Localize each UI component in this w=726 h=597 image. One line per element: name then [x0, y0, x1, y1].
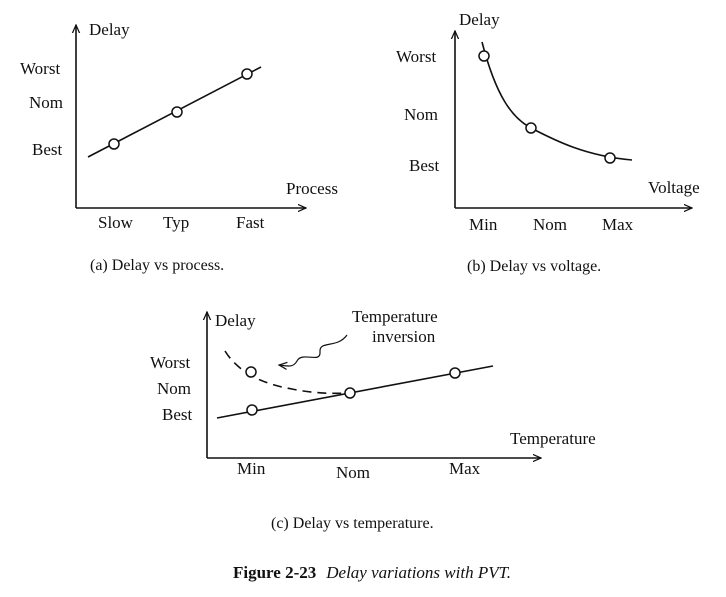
panel-c-point-min-inversion: [245, 366, 257, 378]
figure-number: Figure 2-23: [233, 563, 316, 582]
panel-b-point-nom: [525, 122, 537, 134]
panel-b-y-tick-worst: Worst: [396, 47, 436, 66]
panel-c-y-axis-label: Delay: [215, 311, 256, 330]
figure-title: Delay variations with PVT.: [325, 563, 511, 582]
panel-a-x-tick-fast: Fast: [236, 213, 265, 232]
panel-a-point-slow: [108, 138, 120, 150]
panel-c-y-tick-best: Best: [162, 405, 193, 424]
panel-c-x-tick-nom: Nom: [336, 463, 370, 482]
panel-c-inversion-curve: [224, 350, 351, 395]
panel-b-x-tick-max: Max: [602, 215, 634, 234]
panel-b: Delay Voltage Worst Nom Best Min Nom Max…: [396, 10, 700, 275]
panel-a-x-tick-typ: Typ: [163, 213, 189, 232]
panel-c: Delay Temperature Worst Nom Best Min Nom…: [150, 307, 596, 532]
panel-c-annotation: Temperature inversion: [352, 307, 442, 346]
panel-b-y-axis-label: Delay: [459, 10, 500, 29]
panel-b-y-tick-nom: Nom: [404, 105, 438, 124]
panel-c-point-nom: [344, 387, 356, 399]
panel-c-annotation-line-1: Temperature: [352, 307, 438, 326]
panel-c-x-axis-label: Temperature: [510, 429, 596, 448]
panel-c-x-tick-max: Max: [449, 459, 481, 478]
panel-b-x-tick-nom: Nom: [533, 215, 567, 234]
figure-caption: Figure 2-23 Delay variations with PVT.: [233, 563, 511, 582]
panel-a-y-tick-nom: Nom: [29, 93, 63, 112]
panel-a-point-typ: [171, 106, 183, 118]
panel-a-y-axis-label: Delay: [89, 20, 130, 39]
panel-c-annotation-line-2: inversion: [372, 327, 436, 346]
panel-a: Delay Process Worst Nom Best Slow Typ Fa…: [20, 20, 338, 274]
panel-c-annotation-arrow: [279, 334, 348, 366]
panel-a-y-tick-best: Best: [32, 140, 63, 159]
panel-b-point-max: [604, 152, 616, 164]
panel-b-delay-curve: [481, 41, 633, 161]
panel-c-x-tick-min: Min: [237, 459, 266, 478]
panel-b-caption: (b) Delay vs voltage.: [467, 258, 601, 275]
panel-b-y-tick-best: Best: [409, 156, 440, 175]
panel-b-point-min: [478, 50, 490, 62]
panel-c-point-min: [246, 404, 258, 416]
panel-c-caption: (c) Delay vs temperature.: [271, 515, 434, 532]
panel-b-x-tick-min: Min: [469, 215, 498, 234]
panel-a-point-fast: [241, 68, 253, 80]
panel-a-x-axis-label: Process: [286, 179, 338, 198]
panel-c-y-tick-nom: Nom: [157, 379, 191, 398]
panel-a-caption: (a) Delay vs process.: [90, 257, 224, 274]
panel-a-x-tick-slow: Slow: [98, 213, 134, 232]
panel-a-y-tick-worst: Worst: [20, 59, 60, 78]
panel-b-x-axis-label: Voltage: [648, 178, 700, 197]
panel-c-y-tick-worst: Worst: [150, 353, 190, 372]
panel-c-point-max: [449, 367, 461, 379]
